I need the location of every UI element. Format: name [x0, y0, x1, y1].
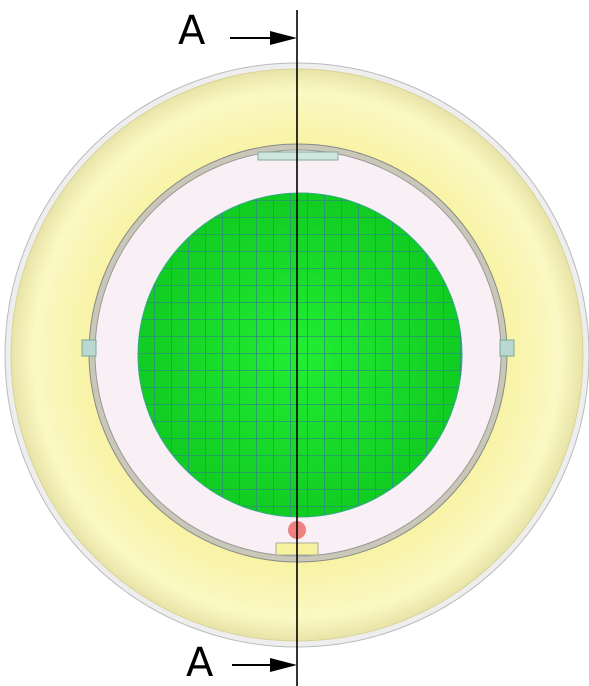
arrowhead-top — [270, 31, 297, 45]
arrowhead-bottom — [270, 658, 297, 672]
section-label-bottom: A — [186, 640, 214, 686]
disk-grid — [138, 193, 462, 517]
tab-right — [499, 339, 515, 357]
section-label-top: A — [178, 8, 206, 54]
tab-left — [81, 339, 97, 357]
tab-top — [257, 151, 339, 161]
